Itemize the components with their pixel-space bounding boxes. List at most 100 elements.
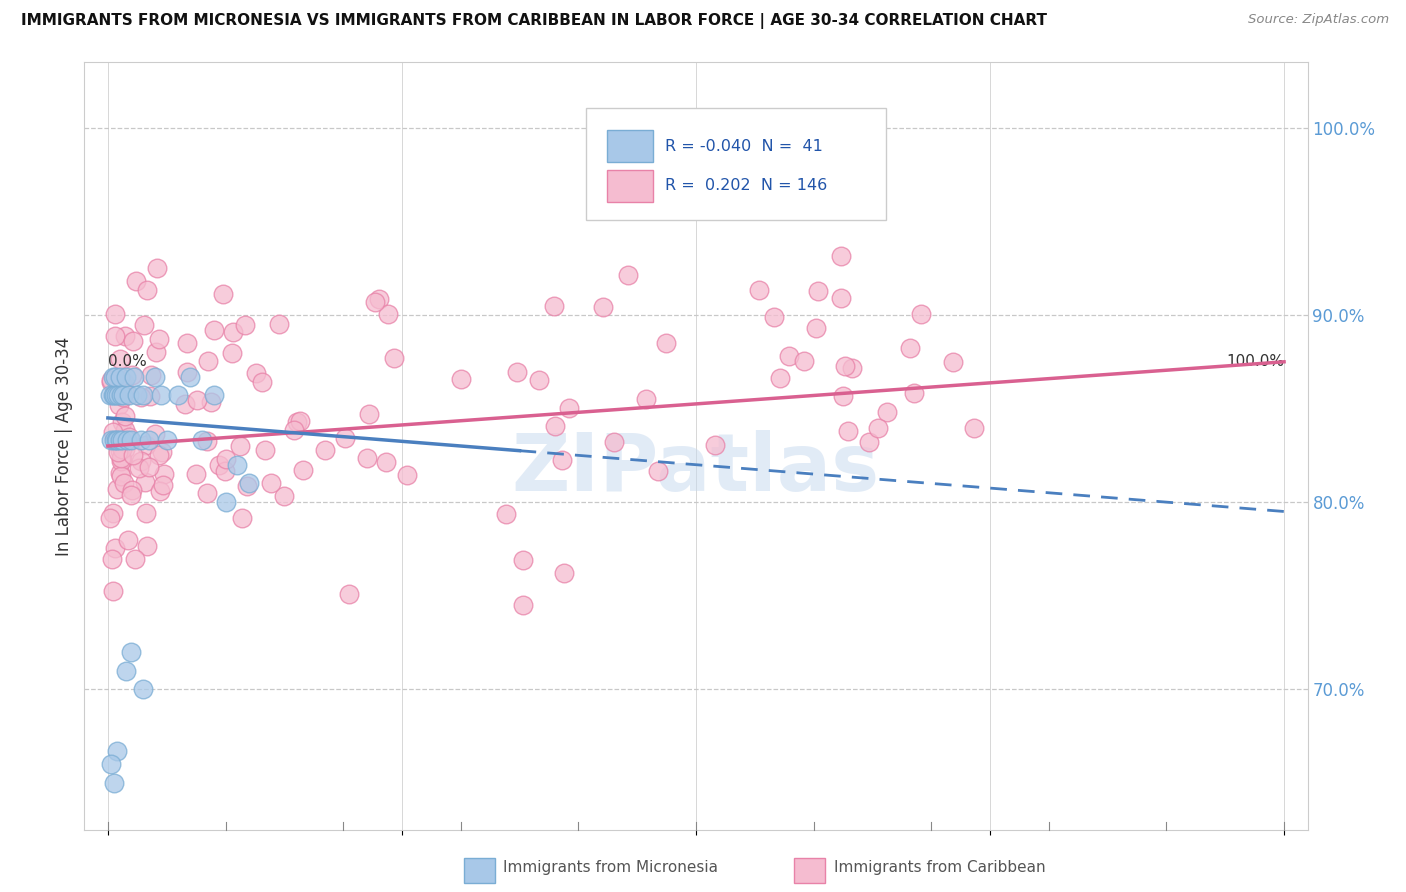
Point bbox=[357, 407, 380, 421]
Point bbox=[156, 434, 179, 448]
Point bbox=[134, 475, 156, 490]
Point bbox=[111, 442, 134, 456]
Point bbox=[285, 416, 308, 430]
Point bbox=[136, 284, 159, 298]
Point bbox=[807, 284, 830, 298]
Point bbox=[107, 388, 129, 402]
Point bbox=[866, 420, 889, 434]
Text: Source: ZipAtlas.com: Source: ZipAtlas.com bbox=[1249, 13, 1389, 27]
Point bbox=[830, 291, 852, 305]
Point bbox=[149, 388, 172, 402]
Point bbox=[129, 434, 152, 448]
Point bbox=[769, 371, 792, 385]
Point bbox=[314, 442, 336, 457]
Point bbox=[114, 369, 136, 384]
Point bbox=[104, 307, 127, 321]
Point bbox=[100, 376, 122, 390]
Point bbox=[111, 452, 134, 467]
Point bbox=[110, 352, 132, 367]
Point bbox=[148, 332, 170, 346]
Point bbox=[250, 375, 273, 389]
Point bbox=[208, 458, 231, 472]
Point bbox=[111, 390, 134, 404]
Point bbox=[105, 482, 128, 496]
Point bbox=[898, 341, 921, 355]
Point bbox=[152, 478, 174, 492]
Point bbox=[834, 359, 856, 373]
Point bbox=[101, 369, 124, 384]
Point bbox=[197, 354, 219, 368]
Point bbox=[103, 507, 125, 521]
Point bbox=[104, 329, 127, 343]
Point bbox=[176, 335, 198, 350]
Point bbox=[377, 307, 399, 321]
Point bbox=[963, 420, 986, 434]
Point bbox=[703, 438, 725, 452]
FancyBboxPatch shape bbox=[586, 109, 886, 219]
Point bbox=[186, 392, 208, 407]
Point bbox=[778, 349, 800, 363]
Point bbox=[111, 377, 134, 392]
Point bbox=[191, 434, 214, 448]
Point bbox=[184, 467, 207, 482]
Point bbox=[124, 552, 146, 566]
Point bbox=[762, 310, 785, 324]
Point bbox=[121, 483, 143, 498]
Point bbox=[273, 489, 295, 503]
Text: IMMIGRANTS FROM MICRONESIA VS IMMIGRANTS FROM CARIBBEAN IN LABOR FORCE | AGE 30-: IMMIGRANTS FROM MICRONESIA VS IMMIGRANTS… bbox=[21, 13, 1047, 29]
Point bbox=[122, 369, 145, 384]
Point bbox=[139, 368, 162, 382]
Point bbox=[655, 335, 678, 350]
Point bbox=[858, 434, 880, 449]
Point bbox=[101, 388, 124, 402]
Point bbox=[831, 389, 853, 403]
Point bbox=[122, 448, 145, 462]
Point bbox=[110, 469, 132, 483]
Point bbox=[111, 434, 134, 448]
Point bbox=[512, 598, 534, 612]
Point bbox=[138, 434, 160, 448]
Point bbox=[260, 475, 283, 490]
Point bbox=[114, 409, 136, 423]
Point bbox=[104, 369, 127, 384]
Point bbox=[553, 566, 575, 581]
Point bbox=[942, 355, 965, 369]
Text: 0.0%: 0.0% bbox=[108, 354, 146, 369]
Point bbox=[221, 346, 243, 360]
Point bbox=[108, 398, 131, 412]
Point bbox=[200, 395, 222, 409]
Point bbox=[450, 372, 472, 386]
Point bbox=[100, 434, 122, 448]
Point bbox=[135, 507, 157, 521]
Point bbox=[112, 476, 135, 491]
Point bbox=[793, 354, 815, 368]
Point bbox=[512, 553, 534, 567]
Point bbox=[226, 458, 249, 472]
Point bbox=[103, 388, 125, 402]
Point bbox=[176, 365, 198, 379]
Point bbox=[179, 369, 201, 384]
Point bbox=[283, 423, 305, 437]
Point bbox=[150, 444, 173, 458]
Point bbox=[356, 450, 378, 465]
Point bbox=[131, 390, 153, 404]
Point bbox=[145, 344, 167, 359]
Point bbox=[903, 386, 925, 401]
Point bbox=[101, 583, 124, 598]
Point bbox=[337, 587, 360, 601]
Point bbox=[292, 462, 315, 476]
Point bbox=[149, 483, 172, 498]
Point bbox=[105, 434, 128, 448]
Point bbox=[245, 366, 267, 380]
Point bbox=[108, 434, 131, 448]
Point bbox=[527, 373, 550, 387]
Point bbox=[108, 369, 131, 384]
Point bbox=[120, 434, 142, 448]
Point bbox=[543, 299, 565, 313]
Point bbox=[110, 433, 132, 447]
Point bbox=[152, 467, 174, 481]
Point bbox=[333, 431, 356, 445]
Point bbox=[121, 334, 143, 348]
Point bbox=[112, 388, 135, 402]
Point bbox=[167, 388, 190, 402]
